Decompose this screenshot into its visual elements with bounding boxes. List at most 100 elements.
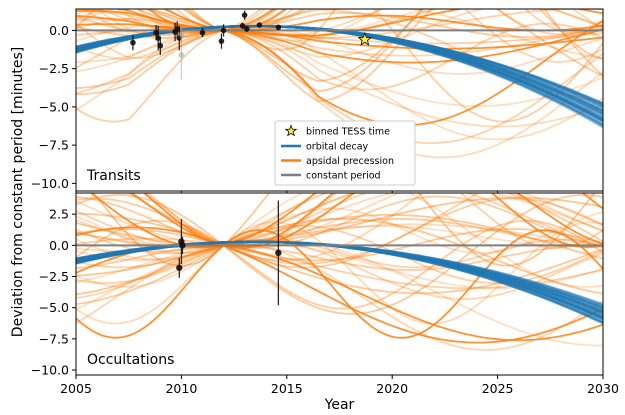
precession-curve [143,193,424,262]
precession-curve [76,219,603,310]
precession-curve [76,239,603,300]
decay-curve [76,25,603,122]
precession-curve [76,9,603,159]
decay-curve [76,25,603,127]
precession-curve [76,22,603,91]
legend-box [274,120,416,186]
decay-curve [76,240,603,318]
precession-curve [76,9,603,144]
y-tick-label: −10.0 [31,176,69,191]
precession-curve [76,218,603,296]
precession-curve [76,193,603,288]
data-point [179,242,186,249]
precession-curve [76,218,603,249]
precession-curve [82,9,279,39]
decay-curve [76,240,603,319]
data-point [220,27,227,34]
precession-curve [76,244,603,271]
precession-curve [76,225,603,284]
legend-tess-label: binned TESS time [306,127,390,138]
y-tick-label: −7.5 [39,331,69,346]
precession-curve [89,193,603,249]
precession-curve [76,238,603,347]
precession-curve [76,237,603,290]
precession-curve [135,9,439,37]
precession-curve [126,193,481,265]
y-tick-label: −7.5 [39,138,69,153]
precession-curve [146,193,603,250]
data-point [275,249,282,257]
precession-curve [76,223,603,253]
precession-curve [76,212,603,295]
precession-curve [76,9,603,123]
data-point [178,32,185,38]
legend: binned TESS time orbital decay apsidal p… [274,120,416,186]
precession-curve [76,9,603,96]
decay-curve [76,240,603,324]
decay-curve [76,240,603,325]
precession-curve [97,9,308,32]
decay-curve [76,240,603,320]
precession-curve [76,9,603,64]
x-tick-label: 2025 [482,381,514,396]
occultations-title: Occultations [87,352,174,368]
transits-y-axis: 0.0 −2.5 −5.0 −7.5 −10.0 [31,23,76,191]
precession-curve [76,207,603,254]
precession-curve [76,193,401,247]
precession-curve [76,24,603,107]
data-point [199,29,206,36]
decay-curve [76,25,603,122]
transits-panel: 0.0 −2.5 −5.0 −7.5 −10.0 Transits binned TES… [31,8,604,195]
precession-curve [147,9,288,32]
precession-curve [148,9,603,37]
precession-curve [76,193,603,255]
x-axis: 2005 2010 2015 2020 2025 2030 [60,375,619,396]
precession-curve [187,9,423,93]
precession-curve [76,17,603,57]
decay-curve [76,25,603,116]
precession-curve [76,243,603,351]
precession-curve [114,9,603,37]
data-point [130,39,136,46]
decay-curve [76,25,603,129]
decay-curve [76,25,603,120]
x-tick-label: 2030 [587,381,619,396]
data-point [239,23,246,29]
legend-precession-label: apsidal precession [306,156,394,167]
tess-star-marker [357,31,373,46]
y-tick-label: −10.0 [31,363,69,378]
decay-curve [76,25,603,123]
decay-curve [76,240,603,322]
precession-curve [76,193,318,261]
precession-curve [76,9,277,89]
decay-curve [76,240,603,324]
precession-curve [76,9,305,35]
y-tick-label: 2.5 [49,207,69,222]
x-axis-label: Year [324,397,355,413]
transits-title: Transits [86,168,141,184]
precession-curve [184,9,425,83]
precession-curve [76,9,603,58]
decay-curve [76,25,603,127]
decay-curve [76,25,603,120]
y-tick-label: 0.0 [49,23,69,38]
x-tick-label: 2020 [376,381,408,396]
precession-curve [76,17,603,128]
data-points [130,10,282,80]
data-point [174,26,180,32]
decay-curve [76,25,603,118]
precession-curve [76,28,603,141]
data-point [178,52,185,58]
decay-curve [76,240,603,320]
precession-curve [76,28,603,75]
data-point [153,29,159,36]
precession-curve [76,242,603,290]
transits-axes-frame [75,8,604,192]
precession-curves [76,193,603,351]
decay-curve [76,25,603,122]
decay-curve [76,240,603,325]
precession-curve [76,194,603,315]
precession-curve [76,229,603,339]
precession-curve [142,193,603,249]
data-points [176,200,282,306]
